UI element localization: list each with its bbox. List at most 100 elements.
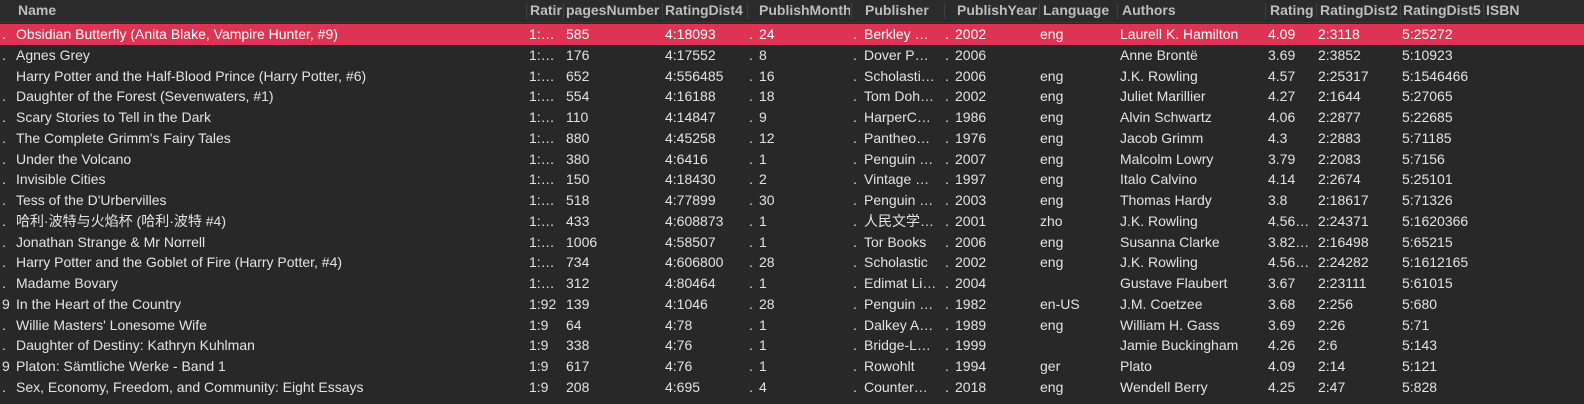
table-row[interactable]: Harry Potter and the Half-Blood Prince (…: [0, 66, 1584, 87]
column-divider[interactable]: [526, 3, 527, 19]
row-lead-cell: .: [2, 378, 6, 395]
table-row[interactable]: . Tess of the D'Urbervilles 1:… 518 4:77899.…: [0, 190, 1584, 211]
column-divider[interactable]: [1483, 3, 1484, 19]
row-lead-cell: .: [2, 254, 6, 271]
table-row[interactable]: . Daughter of the Forest (Sevenwaters, #1…: [0, 86, 1584, 107]
ratingdist2-cell: 2:2877: [1318, 109, 1361, 125]
row-lead-cell: .: [2, 337, 6, 354]
column-divider[interactable]: [851, 3, 852, 19]
column-header-isbn[interactable]: ISBN: [1486, 2, 1520, 18]
column-header-ratingdist4[interactable]: RatingDist4: [665, 2, 743, 18]
year-lead-cell: .: [945, 254, 949, 271]
language-cell: eng: [1040, 150, 1064, 167]
rating-cell: 1:9: [529, 358, 549, 374]
table-row[interactable]: . The Complete Grimm's Fairy Tales 1:… 880 4…: [0, 128, 1584, 149]
publishyear-cell: 1986: [955, 109, 987, 125]
ratingdist5-cell: 5:121: [1402, 358, 1438, 374]
name-cell: Daughter of Destiny: Kathryn Kuhlman: [16, 337, 255, 354]
publisher-lead-cell: .: [853, 171, 857, 188]
table-row[interactable]: . Madame Bovary 1:… 312 4:80464. 1. Edimat Li……: [0, 273, 1584, 294]
language-cell: [1040, 45, 1116, 66]
pages-cell: 110: [566, 109, 589, 125]
column-divider[interactable]: [1400, 3, 1401, 19]
publishyear-cell: 2018: [955, 378, 987, 395]
column-header-rating[interactable]: Ratir: [530, 2, 562, 18]
publishmonth-cell: 1: [759, 358, 767, 374]
table-row[interactable]: . Willie Masters' Lonesome Wife 1:9 64 4:78.…: [0, 315, 1584, 336]
publishyear-cell: 1999: [955, 337, 987, 354]
column-header-name[interactable]: Name: [18, 2, 57, 18]
column-divider[interactable]: [1316, 3, 1317, 19]
table-row[interactable]: 9 In the Heart of the Country 1:92 139 4:104…: [0, 294, 1584, 315]
rating-cell: 1:92: [529, 295, 557, 312]
column-header-language[interactable]: Language: [1043, 2, 1110, 18]
pages-cell: 312: [566, 275, 590, 291]
table-row[interactable]: . Under the Volcano 1:… 380 4:6416. 1. Penguin…: [0, 149, 1584, 170]
column-header-pages[interactable]: pagesNumber: [566, 2, 660, 18]
table-row[interactable]: . Obsidian Butterfly (Anita Blake, Vampir…: [0, 24, 1584, 45]
table-row[interactable]: . 哈利·波特与火焰杯 (哈利·波特 #4) 1:… 433 4:608873. 1. 人民…: [0, 211, 1584, 232]
table-row[interactable]: . Harry Potter and the Goblet of Fire (Ha…: [0, 252, 1584, 273]
table-row[interactable]: . Scary Stories to Tell in the Dark 1:… 110…: [0, 107, 1584, 128]
publishmonth-cell: 12: [759, 129, 775, 146]
column-divider[interactable]: [1039, 3, 1040, 19]
column-divider[interactable]: [563, 3, 564, 19]
table-row[interactable]: . Jonathan Strange & Mr Norrell 1:… 1006 4:5…: [0, 232, 1584, 253]
publishyear-cell: 2002: [955, 88, 987, 105]
publishyear-cell: 2007: [955, 150, 987, 167]
publisher-lead-cell: .: [853, 150, 857, 167]
pages-cell: 338: [566, 337, 590, 354]
column-header-ratingdist5[interactable]: RatingDist5: [1403, 2, 1481, 18]
column-divider[interactable]: [1265, 3, 1266, 19]
rating-cell: 1:9: [529, 316, 549, 333]
month-lead-cell: .: [749, 129, 753, 146]
column-header-rating2[interactable]: Rating: [1270, 2, 1314, 18]
column-header-publishyear[interactable]: PublishYear: [957, 2, 1038, 18]
rating-cell: 1:…: [529, 233, 555, 250]
ratingdist4-cell: 4:6416: [665, 150, 708, 167]
publisher-cell: Counter…: [864, 378, 928, 395]
publisher-cell: Dover P…: [864, 46, 929, 63]
rating-cell: 1:…: [529, 212, 555, 229]
column-divider[interactable]: [747, 3, 748, 19]
table-row[interactable]: . Invisible Cities 1:… 150 4:18430. 2. Vintage…: [0, 169, 1584, 190]
column-header-authors[interactable]: Authors: [1122, 2, 1176, 18]
publishmonth-cell: 24: [759, 26, 775, 42]
column-divider[interactable]: [662, 3, 663, 19]
publisher-lead-cell: .: [853, 254, 857, 271]
publishyear-cell: 1976: [955, 129, 987, 146]
pages-cell: 652: [566, 67, 590, 84]
column-divider[interactable]: [944, 3, 945, 19]
column-header-publishmonth[interactable]: PublishMonth: [759, 2, 850, 18]
name-cell: The Complete Grimm's Fairy Tales: [16, 129, 231, 146]
authors-cell: J.K. Rowling: [1120, 254, 1198, 271]
name-cell: Harry Potter and the Half-Blood Prince (…: [16, 67, 367, 84]
publishmonth-cell: 2: [759, 171, 767, 188]
ratingdist4-cell: 4:45258: [665, 129, 716, 146]
column-header-ratingdist2[interactable]: RatingDist2: [1320, 2, 1398, 18]
pages-cell: 208: [566, 378, 590, 395]
year-lead-cell: .: [945, 109, 949, 125]
ratingdist5-cell: 5:65215: [1402, 233, 1453, 250]
year-lead-cell: .: [945, 233, 949, 250]
table-row[interactable]: 9 Platon: Sämtliche Werke - Band 1 1:9 617 4…: [0, 356, 1584, 377]
publisher-lead-cell: .: [853, 129, 857, 146]
table-row[interactable]: . Sex, Economy, Freedom, and Community: E…: [0, 377, 1584, 398]
authors-cell: Alvin Schwartz: [1120, 109, 1212, 125]
table-row[interactable]: . Agnes Grey 1:… 176 4:17552. 8. Dover P…. 2006…: [0, 45, 1584, 66]
column-header-publisher[interactable]: Publisher: [865, 2, 929, 18]
row-lead-cell: .: [2, 316, 6, 333]
table-row[interactable]: . Daughter of Destiny: Kathryn Kuhlman 1:9…: [0, 335, 1584, 356]
ratingdist4-cell: 4:16188: [665, 88, 716, 105]
rating-cell: 1:9: [529, 378, 549, 395]
row-lead-cell: .: [2, 46, 6, 63]
column-divider[interactable]: [1117, 3, 1118, 19]
authors-cell: Plato: [1120, 358, 1152, 374]
ratingdist2-cell: 2:23111: [1318, 275, 1367, 291]
language-cell: eng: [1040, 378, 1064, 395]
month-lead-cell: .: [749, 88, 753, 105]
year-lead-cell: .: [945, 46, 949, 63]
ratingdist5-cell: 5:828: [1402, 378, 1438, 395]
authors-cell: Thomas Hardy: [1120, 192, 1212, 208]
